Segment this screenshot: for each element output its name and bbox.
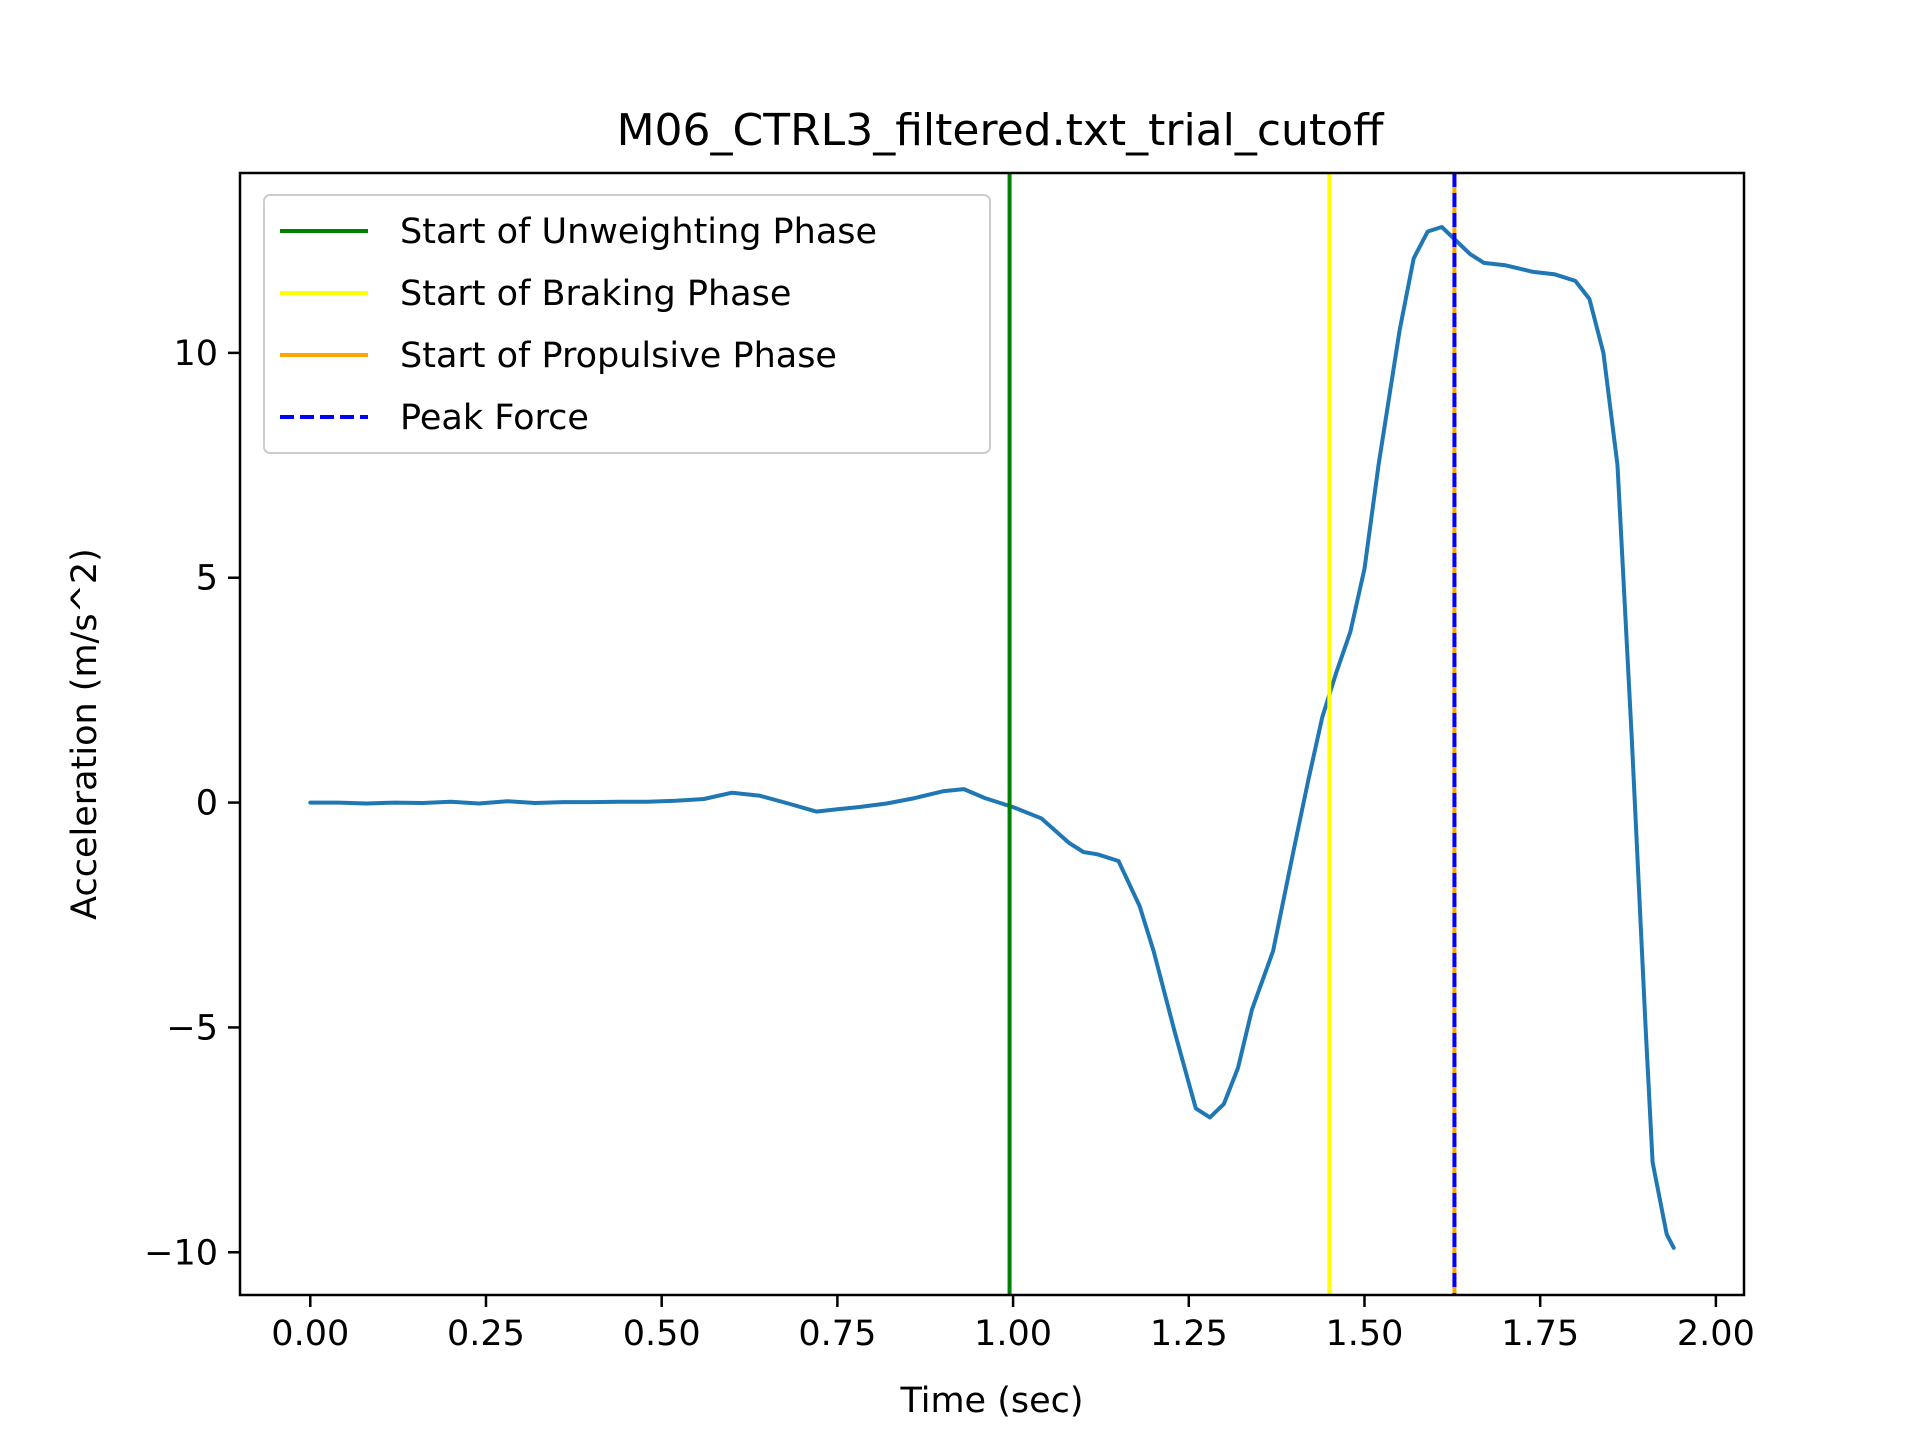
x-tick-label: 0.50 (623, 1314, 701, 1354)
x-axis-label: Time (sec) (899, 1381, 1083, 1421)
legend-label: Start of Propulsive Phase (400, 336, 837, 376)
y-axis-label: Acceleration (m/s^2) (65, 548, 105, 920)
x-tick-label: 0.75 (798, 1314, 876, 1354)
x-tick-label: 2.00 (1677, 1314, 1755, 1354)
legend: Start of Unweighting Phase Start of Braki… (263, 194, 991, 454)
y-tick-label: −10 (144, 1233, 218, 1273)
x-axis-ticks: 0.00 0.25 0.50 0.75 1.00 1.25 1.50 1.75 2.00 (271, 1295, 1755, 1354)
y-axis-ticks: −10 −5 0 5 10 (144, 334, 240, 1273)
x-tick-label: 1.00 (974, 1314, 1052, 1354)
x-tick-label: 1.50 (1326, 1314, 1404, 1354)
y-tick-label: 0 (196, 784, 218, 824)
plot-frame (238, 171, 1746, 1297)
series-line-0 (308, 225, 1676, 1250)
y-tick-label: −5 (166, 1008, 218, 1048)
x-tick-label: 0.25 (447, 1314, 525, 1354)
series-layer (308, 225, 1676, 1250)
chart-title: M06_CTRL3_filtered.txt_trial_cutoff (617, 105, 1386, 156)
y-tick-label: 10 (173, 334, 218, 374)
legend-label: Peak Force (400, 398, 589, 438)
legend-box (263, 194, 991, 454)
legend-label: Start of Unweighting Phase (400, 212, 877, 252)
vline-layer (1007, 173, 1457, 1295)
x-tick-label: 1.75 (1501, 1314, 1579, 1354)
legend-label: Start of Braking Phase (400, 274, 791, 314)
x-tick-label: 1.25 (1150, 1314, 1228, 1354)
x-tick-label: 0.00 (271, 1314, 349, 1354)
y-tick-label: 5 (196, 559, 218, 599)
